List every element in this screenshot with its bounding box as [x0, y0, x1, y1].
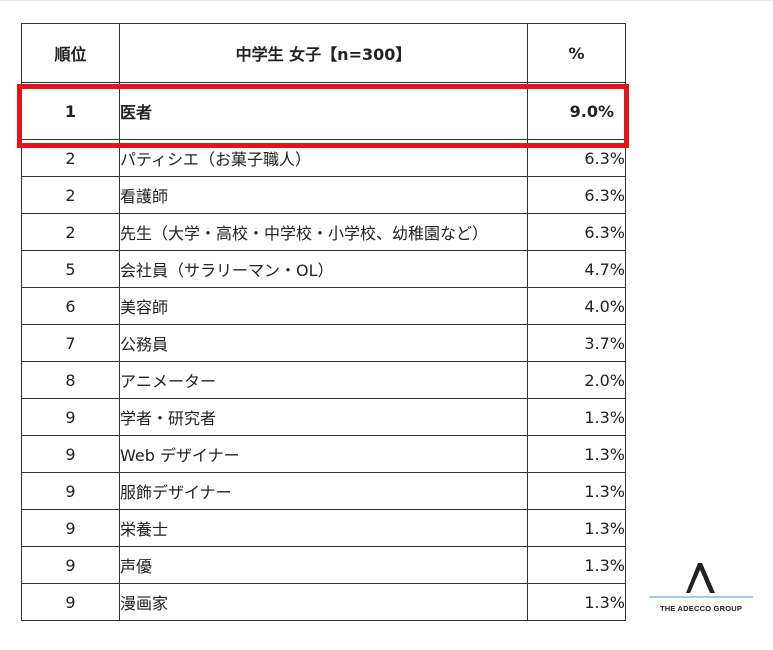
percent-cell: 4.0%	[527, 287, 626, 325]
occupation-cell: 声優	[119, 546, 528, 584]
table-header-row: 順位 中学生 女子【n=300】 %	[21, 23, 626, 83]
table-row: 9 学者・研究者 1.3%	[21, 398, 626, 436]
occupation-cell: 公務員	[119, 324, 528, 362]
logo-text: THE ADECCO GROUP	[659, 604, 743, 613]
occupation-cell: 看護師	[119, 176, 528, 214]
table-row: 9 声優 1.3%	[21, 546, 626, 584]
rank-cell: 9	[21, 472, 120, 510]
percent-cell: 1.3%	[527, 472, 626, 510]
header-title: 中学生 女子【n=300】	[119, 23, 528, 83]
header-percent: %	[527, 23, 626, 83]
rank-cell: 5	[21, 250, 120, 288]
rank-cell: 9	[21, 546, 120, 584]
rank-cell: 9	[21, 435, 120, 473]
table-row: 5 会社員（サラリーマン・OL） 4.7%	[21, 250, 626, 288]
percent-cell: 4.7%	[527, 250, 626, 288]
rank-cell: 8	[21, 361, 120, 399]
table-body: 1 医者 9.0% 2 パティシエ（お菓子職人） 6.3% 2 看護師 6.3% 2 先生（大学・高…	[21, 82, 626, 621]
logo-accent-line	[649, 596, 753, 598]
rank-cell: 6	[21, 287, 120, 325]
top-border-line	[0, 0, 773, 1]
occupation-cell: 会社員（サラリーマン・OL）	[119, 250, 528, 288]
table-row: 2 看護師 6.3%	[21, 176, 626, 214]
rank-cell: 2	[21, 213, 120, 251]
rank-cell: 9	[21, 583, 120, 621]
occupation-cell: 学者・研究者	[119, 398, 528, 436]
rank-cell: 9	[21, 509, 120, 547]
rank-cell: 1	[21, 82, 120, 140]
ranking-table: 順位 中学生 女子【n=300】 % 1 医者 9.0% 2 パティシエ（お菓子職人） 6…	[21, 23, 626, 621]
occupation-cell: Web デザイナー	[119, 435, 528, 473]
percent-cell: 6.3%	[527, 139, 626, 177]
percent-cell: 6.3%	[527, 176, 626, 214]
table-row: 2 パティシエ（お菓子職人） 6.3%	[21, 139, 626, 177]
percent-cell: 1.3%	[527, 398, 626, 436]
occupation-cell: 栄養士	[119, 509, 528, 547]
table-row: 8 アニメーター 2.0%	[21, 361, 626, 399]
occupation-cell: 医者	[119, 82, 528, 140]
percent-cell: 1.3%	[527, 509, 626, 547]
rank-cell: 9	[21, 398, 120, 436]
occupation-cell: パティシエ（お菓子職人）	[119, 139, 528, 177]
header-rank: 順位	[21, 23, 120, 83]
table-row: 9 栄養士 1.3%	[21, 509, 626, 547]
table-row: 9 Web デザイナー 1.3%	[21, 435, 626, 473]
occupation-cell: 漫画家	[119, 583, 528, 621]
table-row: 1 医者 9.0%	[21, 82, 626, 140]
percent-cell: 2.0%	[527, 361, 626, 399]
rank-cell: 2	[21, 139, 120, 177]
table-row: 9 服飾デザイナー 1.3%	[21, 472, 626, 510]
percent-cell: 1.3%	[527, 583, 626, 621]
table-row: 2 先生（大学・高校・中学校・小学校、幼稚園など） 6.3%	[21, 213, 626, 251]
occupation-cell: 美容師	[119, 287, 528, 325]
adecco-a-logo-icon	[686, 563, 715, 593]
percent-cell: 1.3%	[527, 546, 626, 584]
table-row: 6 美容師 4.0%	[21, 287, 626, 325]
occupation-cell: 服飾デザイナー	[119, 472, 528, 510]
rank-cell: 2	[21, 176, 120, 214]
occupation-cell: アニメーター	[119, 361, 528, 399]
percent-cell: 9.0%	[527, 82, 626, 140]
percent-cell: 6.3%	[527, 213, 626, 251]
percent-cell: 3.7%	[527, 324, 626, 362]
occupation-cell: 先生（大学・高校・中学校・小学校、幼稚園など）	[119, 213, 528, 251]
table-row: 7 公務員 3.7%	[21, 324, 626, 362]
percent-cell: 1.3%	[527, 435, 626, 473]
adecco-group-logo: THE ADECCO GROUP	[645, 560, 755, 620]
rank-cell: 7	[21, 324, 120, 362]
table-row: 9 漫画家 1.3%	[21, 583, 626, 621]
